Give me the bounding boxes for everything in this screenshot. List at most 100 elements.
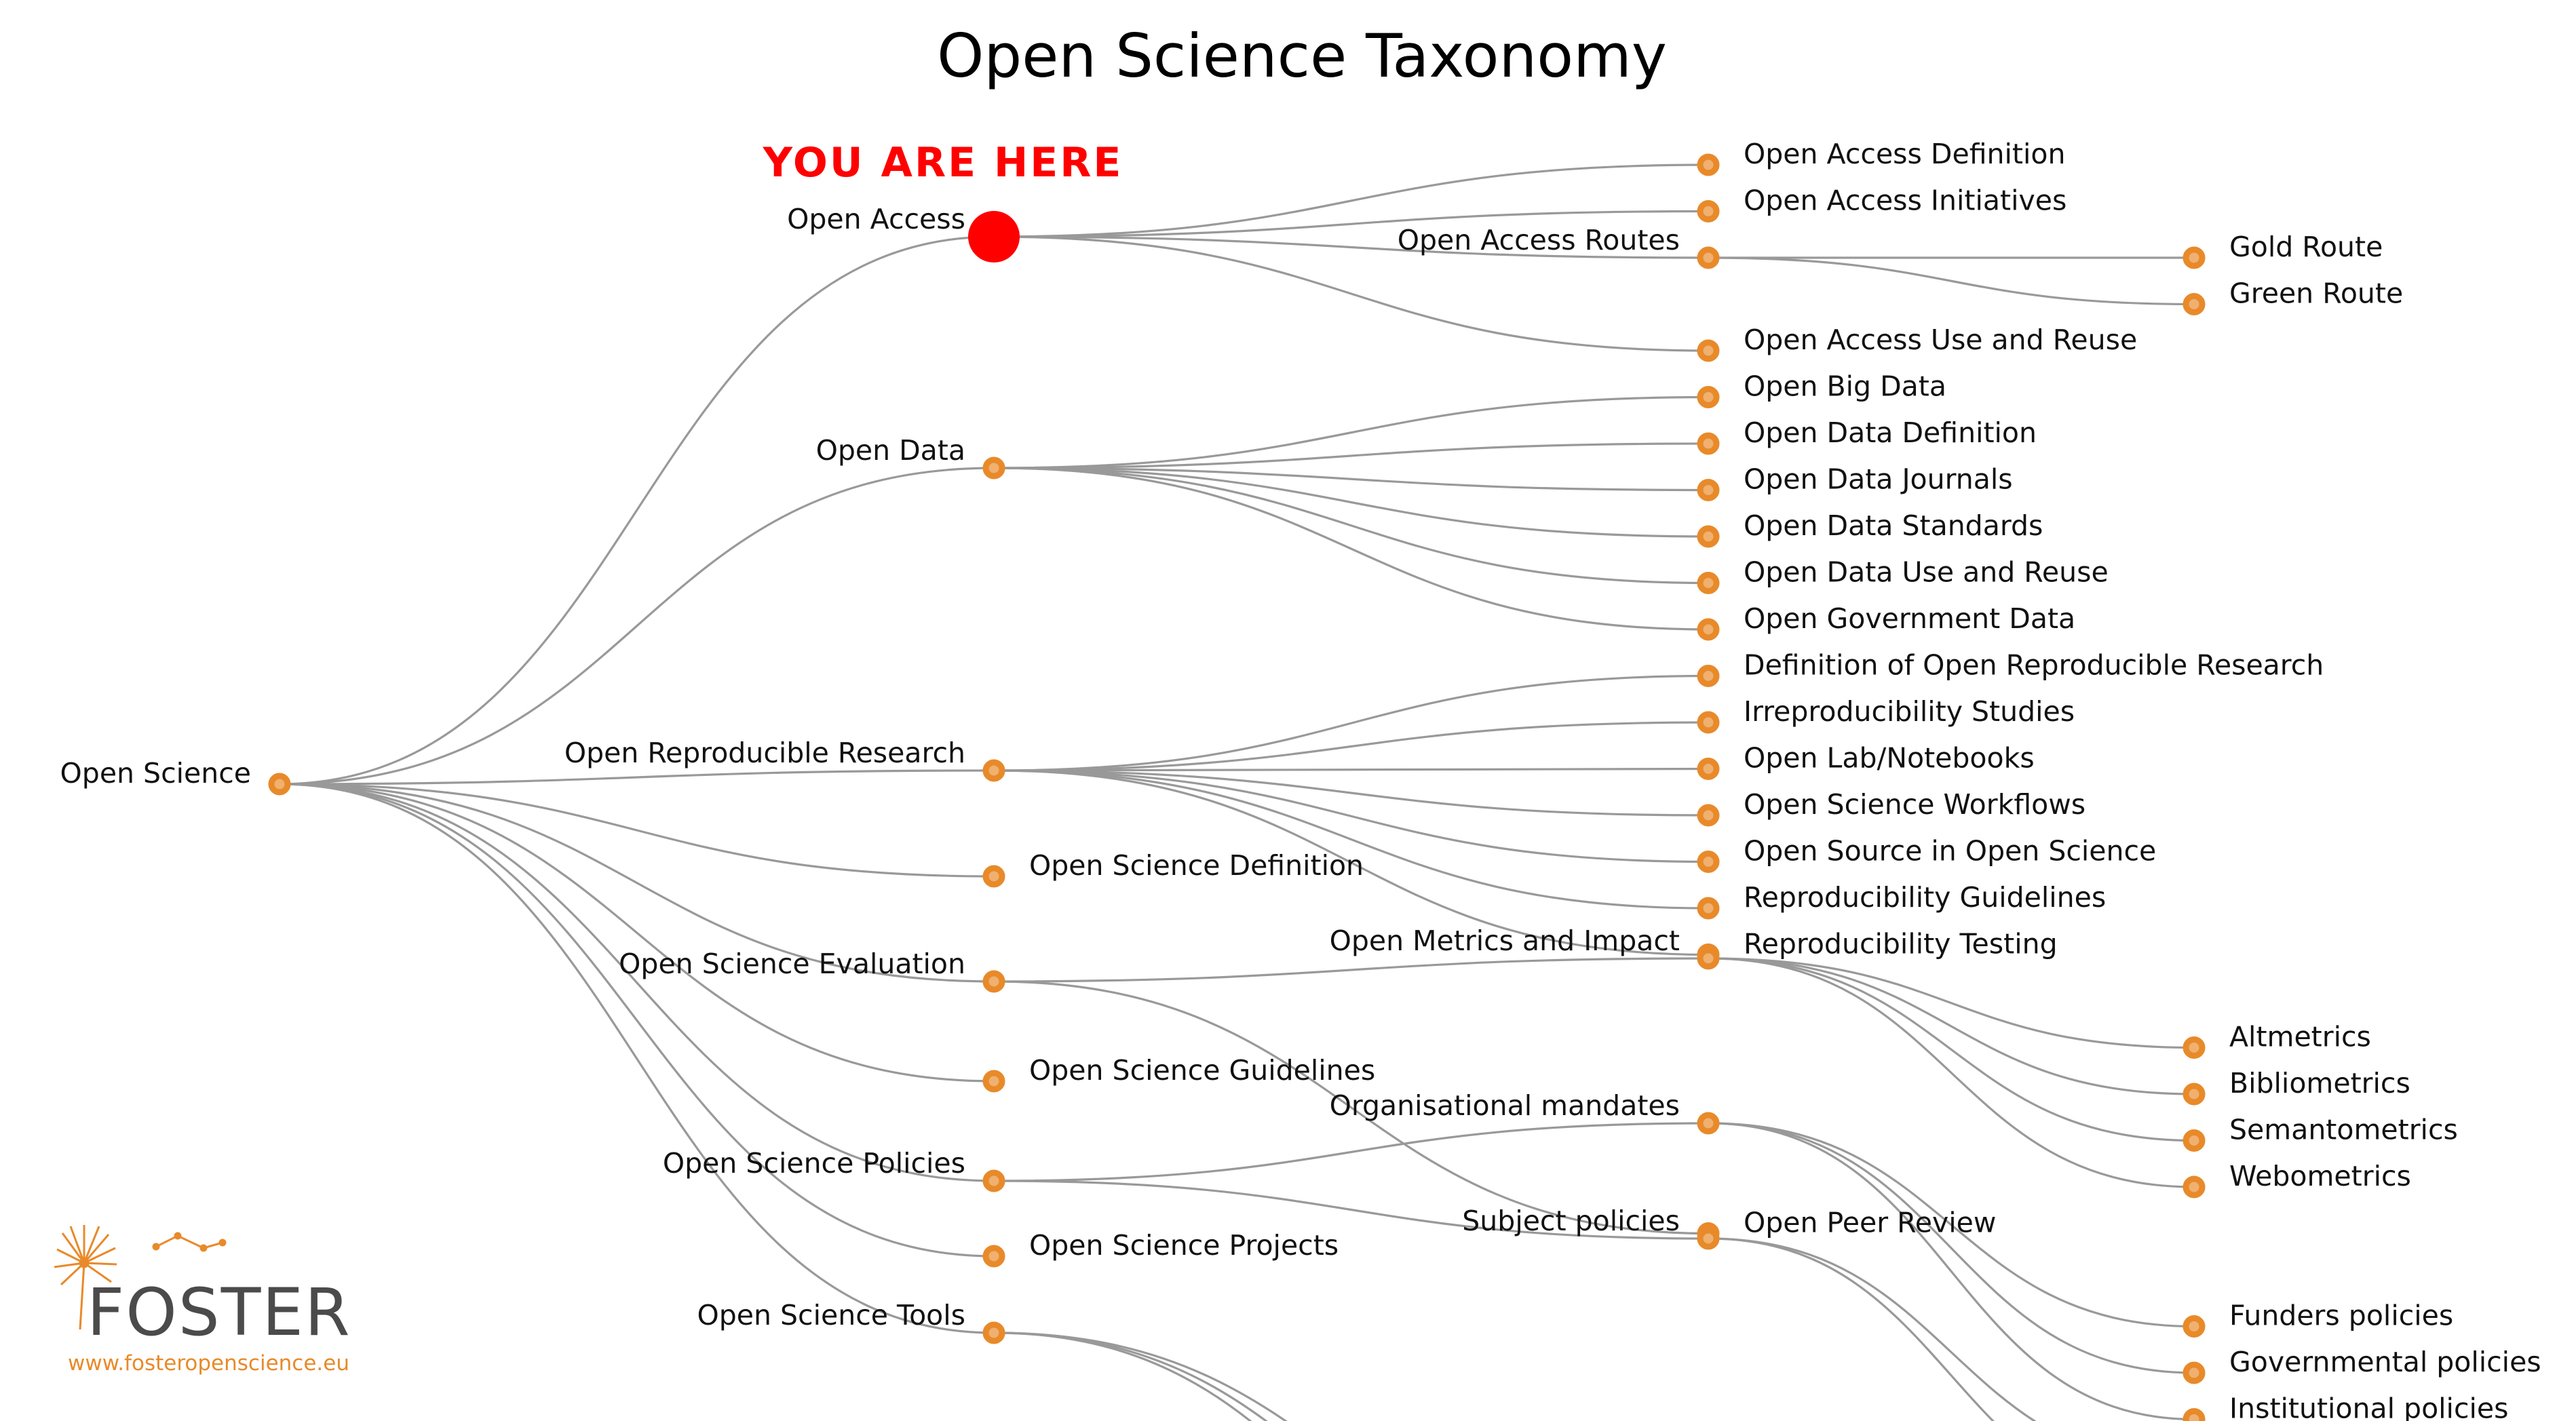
node-gold-route[interactable]: Gold Route xyxy=(2183,231,2383,269)
node-marker[interactable] xyxy=(2183,1083,2206,1106)
node-open-science[interactable]: Open Science xyxy=(60,757,291,796)
node-marker[interactable] xyxy=(982,970,1005,993)
node-marker[interactable] xyxy=(1697,432,1720,455)
node-marker[interactable] xyxy=(1697,200,1720,222)
node-marker[interactable] xyxy=(1697,711,1720,734)
link-open-reproducible-research-to-open-science-workflows xyxy=(993,769,1709,817)
node-institutional-policies[interactable]: Institutional policies xyxy=(2183,1393,2508,1421)
node-open-access-use-and-reuse[interactable]: Open Access Use and Reuse xyxy=(1697,324,2137,362)
node-marker[interactable] xyxy=(2183,1315,2206,1338)
node-open-data[interactable]: Open Data xyxy=(816,434,1005,480)
node-marker[interactable] xyxy=(982,1169,1005,1192)
node-reproducibility-testing[interactable]: Reproducibility Testing xyxy=(1697,928,2058,966)
diagram-title: Open Science Taxonomy xyxy=(937,21,1667,91)
node-marker[interactable] xyxy=(1697,572,1720,594)
node-marker[interactable] xyxy=(982,1321,1005,1344)
link-open-science-tools-to-open-repositories xyxy=(993,1331,1288,1421)
node-open-science-guidelines[interactable]: Open Science Guidelines xyxy=(982,1054,1375,1093)
node-governmental-policies[interactable]: Governmental policies xyxy=(2183,1346,2541,1384)
node-open-reproducible-research[interactable]: Open Reproducible Research xyxy=(564,737,1005,782)
link-open-science-to-open-science-guidelines xyxy=(279,783,995,1083)
link-open-metrics-and-impact-to-bibliometrics xyxy=(1708,957,2195,1095)
node-marker[interactable] xyxy=(1697,153,1720,176)
node-marker[interactable] xyxy=(2183,293,2206,315)
node-reproducibility-guidelines[interactable]: Reproducibility Guidelines xyxy=(1697,881,2106,920)
link-open-data-to-open-big-data xyxy=(993,395,1709,469)
node-open-science-evaluation[interactable]: Open Science Evaluation xyxy=(619,948,1005,993)
node-semantometrics[interactable]: Semantometrics xyxy=(2183,1114,2458,1152)
node-marker[interactable] xyxy=(2183,246,2206,269)
node-label: Reproducibility Testing xyxy=(1744,928,2058,960)
node-marker[interactable] xyxy=(982,1245,1005,1268)
node-subject-policies[interactable]: Subject policies xyxy=(1462,1205,1720,1250)
node-marker[interactable] xyxy=(1697,1227,1720,1250)
node-webometrics[interactable]: Webometrics xyxy=(2183,1160,2411,1199)
node-open-lab-notebooks[interactable]: Open Lab/Notebooks xyxy=(1697,742,2035,780)
node-irreproducibility-studies[interactable]: Irreproducibility Studies xyxy=(1697,695,2075,734)
node-label: Open Access Routes xyxy=(1398,224,1680,256)
node-open-data-journals[interactable]: Open Data Journals xyxy=(1697,463,2013,501)
link-organisational-mandates-to-governmental-policies xyxy=(1708,1122,2195,1374)
node-open-access[interactable]: Open Access xyxy=(787,203,1020,262)
node-marker[interactable] xyxy=(1697,851,1720,873)
node-open-science-tools[interactable]: Open Science Tools xyxy=(697,1299,1005,1344)
node-definition-of-open-reproducible-research[interactable]: Definition of Open Reproducible Research xyxy=(1697,649,2324,687)
node-marker[interactable] xyxy=(2183,1129,2206,1152)
node-label: Gold Route xyxy=(2229,231,2383,263)
node-marker[interactable] xyxy=(1697,525,1720,548)
node-open-science-workflows[interactable]: Open Science Workflows xyxy=(1697,788,2085,827)
node-open-science-policies[interactable]: Open Science Policies xyxy=(663,1147,1005,1192)
link-open-reproducible-research-to-irreproducibility-studies xyxy=(993,721,1709,772)
node-open-science-definition[interactable]: Open Science Definition xyxy=(982,849,1364,888)
link-open-access-to-open-access-routes xyxy=(993,235,1709,259)
node-marker[interactable] xyxy=(1697,339,1720,362)
node-marker[interactable] xyxy=(982,759,1005,782)
node-marker[interactable] xyxy=(1697,897,1720,920)
node-funders-policies[interactable]: Funders policies xyxy=(2183,1300,2453,1338)
link-open-data-to-open-government-data xyxy=(993,467,1709,631)
node-marker[interactable] xyxy=(982,456,1005,480)
node-marker[interactable] xyxy=(1697,758,1720,780)
node-open-peer-review[interactable]: Open Peer Review xyxy=(1697,1207,1996,1245)
node-open-data-standards[interactable]: Open Data Standards xyxy=(1697,509,2043,548)
node-marker[interactable] xyxy=(982,865,1005,888)
node-open-access-initiatives[interactable]: Open Access Initiatives xyxy=(1697,184,2066,222)
node-altmetrics[interactable]: Altmetrics xyxy=(2183,1021,2371,1059)
node-marker[interactable] xyxy=(1697,804,1720,827)
link-open-metrics-and-impact-to-webometrics xyxy=(1708,957,2195,1188)
node-marker[interactable] xyxy=(1697,386,1720,408)
node-open-source-in-open-science[interactable]: Open Source in Open Science xyxy=(1697,835,2156,873)
node-bibliometrics[interactable]: Bibliometrics xyxy=(2183,1067,2410,1106)
node-marker[interactable] xyxy=(1697,1112,1720,1135)
node-label: Open Data Journals xyxy=(1744,463,2013,496)
node-marker[interactable] xyxy=(268,773,291,796)
node-marker[interactable] xyxy=(2183,1408,2206,1421)
node-marker[interactable] xyxy=(1697,665,1720,687)
link-open-data-to-open-data-standards xyxy=(993,467,1709,538)
node-marker[interactable] xyxy=(1697,947,1720,970)
node-marker[interactable] xyxy=(1697,246,1720,269)
node-open-metrics-and-impact[interactable]: Open Metrics and Impact xyxy=(1330,924,1720,970)
current-node-marker[interactable] xyxy=(968,211,1020,262)
node-marker[interactable] xyxy=(2183,1175,2206,1199)
node-open-big-data[interactable]: Open Big Data xyxy=(1697,370,1946,408)
node-marker[interactable] xyxy=(2183,1361,2206,1384)
node-marker[interactable] xyxy=(1697,618,1720,641)
node-open-data-definition[interactable]: Open Data Definition xyxy=(1697,416,2037,455)
node-marker[interactable] xyxy=(2183,1036,2206,1059)
link-open-access-routes-to-green-route xyxy=(1708,256,2195,306)
node-open-government-data[interactable]: Open Government Data xyxy=(1697,602,2075,641)
node-label: Open Lab/Notebooks xyxy=(1744,742,2035,775)
node-label: Open Data Standards xyxy=(1744,509,2043,542)
node-green-route[interactable]: Green Route xyxy=(2183,277,2403,315)
node-marker[interactable] xyxy=(1697,479,1720,501)
node-marker[interactable] xyxy=(982,1070,1005,1093)
node-label: Definition of Open Reproducible Research xyxy=(1744,649,2324,682)
node-open-access-routes[interactable]: Open Access Routes xyxy=(1398,224,1720,269)
node-open-science-projects[interactable]: Open Science Projects xyxy=(982,1229,1339,1268)
node-organisational-mandates[interactable]: Organisational mandates xyxy=(1330,1089,1720,1135)
node-open-access-definition[interactable]: Open Access Definition xyxy=(1697,138,2065,176)
node-open-data-use-and-reuse[interactable]: Open Data Use and Reuse xyxy=(1697,556,2109,594)
link-open-science-to-open-science-evaluation xyxy=(279,783,995,983)
